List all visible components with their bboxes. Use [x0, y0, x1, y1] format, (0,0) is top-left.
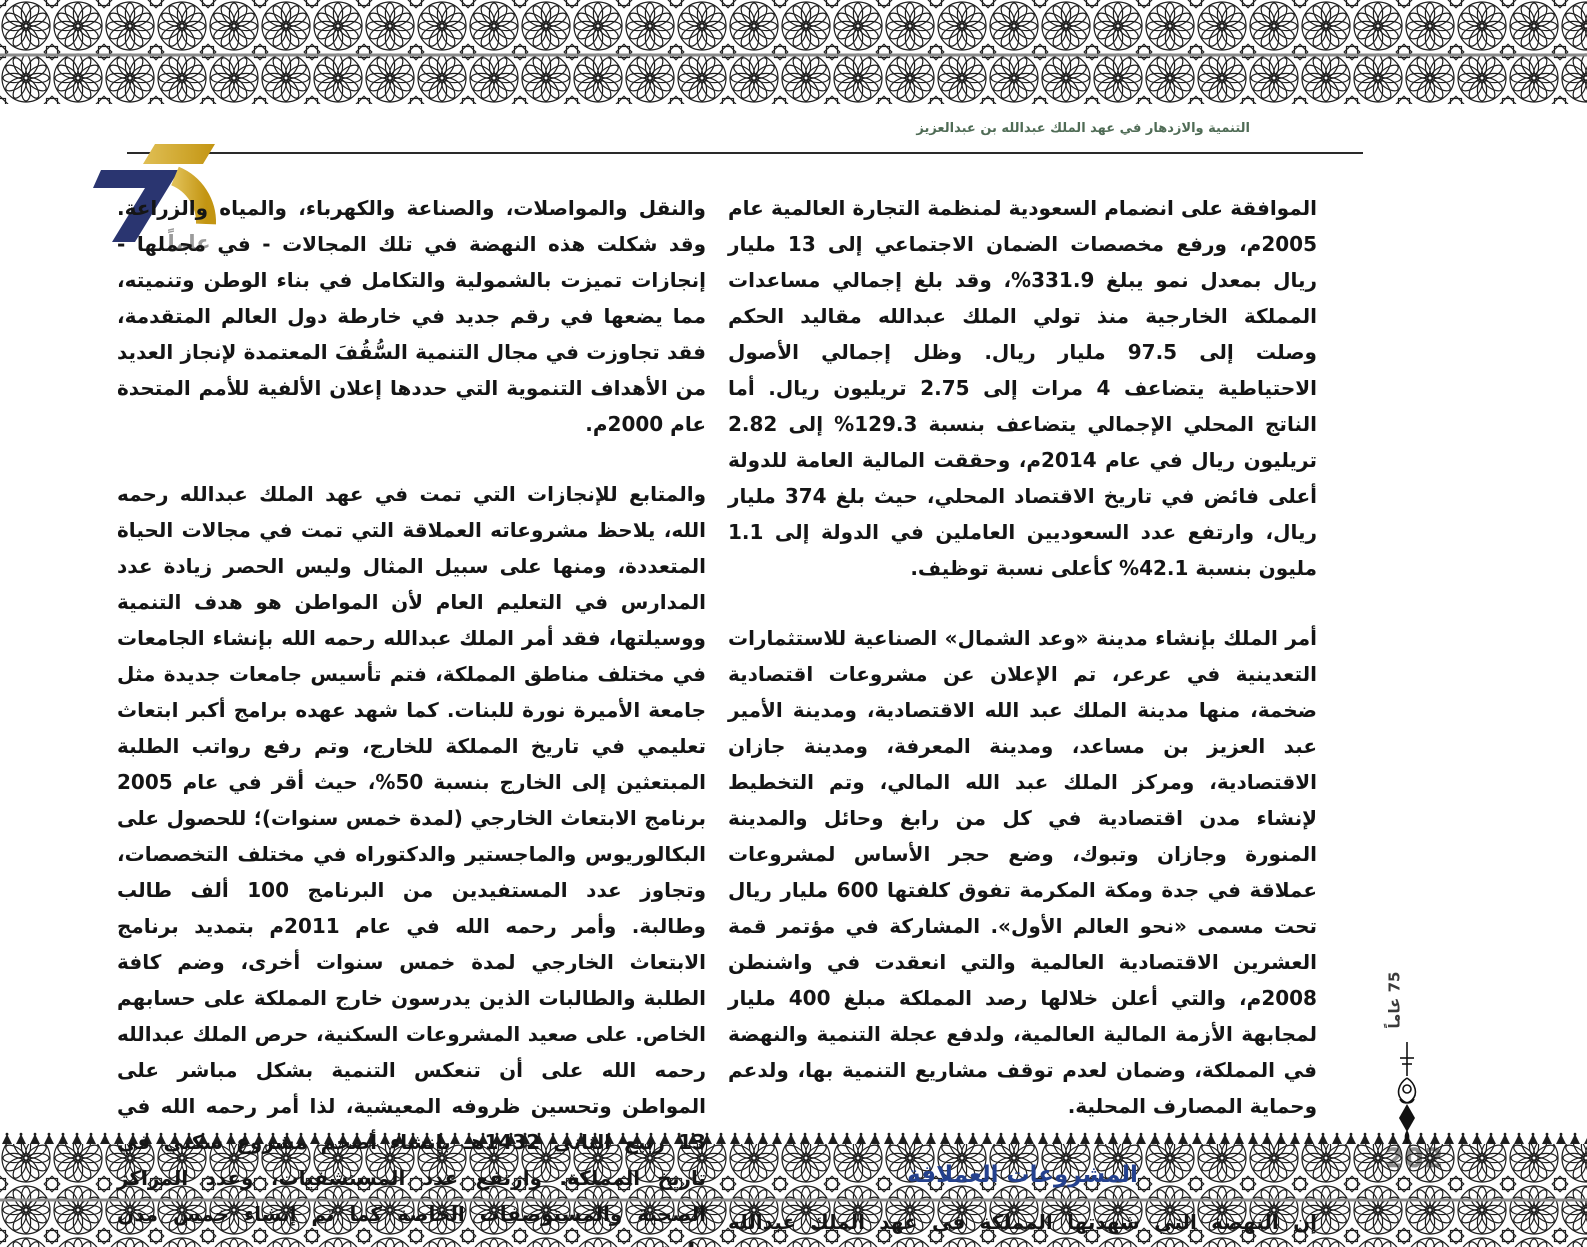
paragraph-right-2: أمر الملك بإنشاء مدينة «وعد الشمال» الصن… [728, 626, 1317, 1118]
section-heading: المشروعات العملاقة [907, 1162, 1138, 1188]
anniversary-logo: عاماً [85, 138, 217, 256]
logo-navy-seven [93, 170, 179, 242]
top-border-pattern-svg [0, 0, 1587, 104]
paragraph-right-1: الموافقة على انضمام السعودية لمنظمة التج… [728, 196, 1318, 580]
logo-years-label: عاماً [167, 227, 210, 255]
logo-gold-arc [170, 166, 216, 225]
margin-vertical-label: 75 عاماً [1385, 971, 1403, 1029]
paragraph-right-3: إن النهضة التي شهدتها المملكة في عهد الم… [728, 1210, 1317, 1247]
left-column: والنقل والمواصلات، والصناعة والكهرباء، و… [117, 190, 706, 1247]
bottom-border-pattern-svg [0, 1132, 1587, 1247]
article-body: الموافقة على انضمام السعودية لمنظمة التج… [117, 190, 1317, 1247]
header-rule [127, 152, 1363, 154]
paragraph-left-2: والمتابع للإنجازات التي تمت في عهد الملك… [117, 482, 706, 1247]
running-header: التنمية والازدهار في عهد الملك عبدالله ب… [916, 121, 1250, 136]
paragraph-left-1: والنقل والمواصلات، والصناعة والكهرباء، و… [117, 196, 706, 436]
logo-gold-bar [143, 144, 215, 164]
margin-ornament-icon [1397, 1042, 1417, 1144]
logo-75-icon: عاماً [93, 144, 216, 255]
right-column: الموافقة على انضمام السعودية لمنظمة التج… [728, 190, 1317, 1247]
